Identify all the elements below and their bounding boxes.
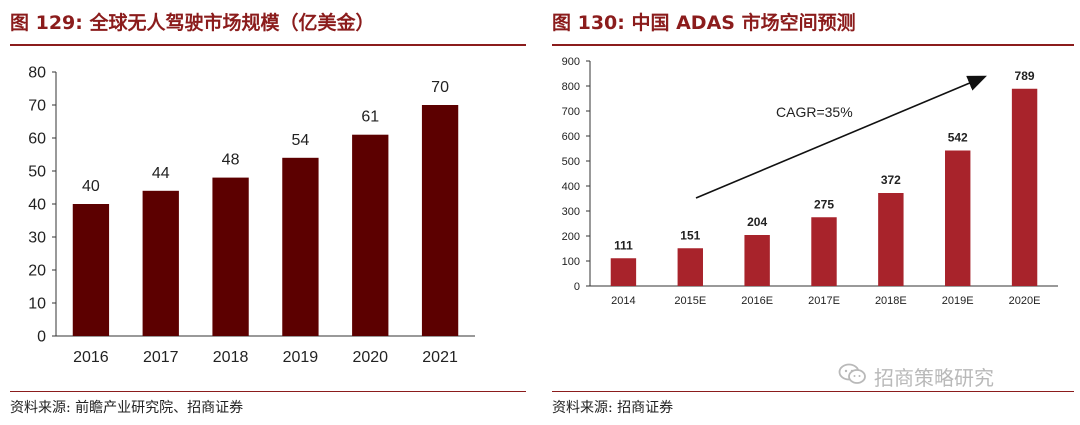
bar xyxy=(610,258,637,286)
bar xyxy=(421,105,459,336)
x-tick-label: 2020 xyxy=(352,349,388,366)
bar xyxy=(142,190,179,336)
left-source-note: 资料来源: 前瞻产业研究院、招商证券 xyxy=(10,400,244,416)
x-tick-label: 2018E xyxy=(875,295,907,307)
watermark-text: 招商策略研究 xyxy=(874,366,994,390)
cagr-trend-arrow xyxy=(695,75,987,199)
wechat-icon xyxy=(838,363,868,390)
data-label: 204 xyxy=(747,215,767,229)
x-tick-label: 2017E xyxy=(808,295,840,307)
data-label: 372 xyxy=(881,173,901,187)
x-tick-label: 2021 xyxy=(422,349,458,366)
x-tick-label: 2019E xyxy=(942,295,974,307)
data-label: 70 xyxy=(431,79,449,96)
data-label: 54 xyxy=(292,132,310,149)
x-tick-label: 2014 xyxy=(611,295,635,307)
data-label: 151 xyxy=(680,228,700,242)
right-source-note: 资料来源: 招商证券 xyxy=(552,400,674,416)
y-tick-label: 10 xyxy=(28,296,46,313)
data-label: 44 xyxy=(152,165,170,182)
y-tick-label: 500 xyxy=(562,156,580,168)
left-chart-panel: 图 129: 全球无人驾驶市场规模（亿美金） 0 10 20 30 40 50 60 70 80… xyxy=(0,0,530,425)
bar xyxy=(1011,88,1038,286)
bar xyxy=(945,150,971,286)
data-label: 542 xyxy=(948,131,968,145)
y-tick-label: 50 xyxy=(28,164,46,181)
bar xyxy=(744,235,770,286)
x-tick-label: 2018 xyxy=(213,349,249,366)
y-tick-label: 40 xyxy=(28,197,46,214)
right-chart-title: 图 130: 中国 ADAS 市场空间预测 xyxy=(552,12,856,34)
y-tick-label: 70 xyxy=(28,98,46,115)
right-bar-chart: 0 100 200 300 400 500 600 700 800 900 111 2014 151 20… xyxy=(562,56,1058,307)
y-tick-label: 800 xyxy=(562,81,580,93)
x-tick-label: 2016E xyxy=(741,295,773,307)
y-tick-label: 30 xyxy=(28,230,46,247)
y-tick-label: 700 xyxy=(562,106,580,118)
left-source-rule xyxy=(10,391,526,392)
x-tick-label: 2015E xyxy=(674,295,706,307)
left-chart-title: 图 129: 全球无人驾驶市场规模（亿美金） xyxy=(10,12,375,34)
x-tick-label: 2016 xyxy=(73,349,109,366)
x-tick-label: 2019 xyxy=(283,349,319,366)
y-tick-label: 60 xyxy=(28,131,46,148)
bar xyxy=(878,193,904,286)
y-tick-label: 0 xyxy=(37,329,46,346)
bar xyxy=(72,204,110,336)
x-tick-label: 2017 xyxy=(143,349,179,366)
cagr-annotation: CAGR=35% xyxy=(776,104,853,120)
bar xyxy=(677,248,703,286)
bar xyxy=(212,177,249,336)
bar xyxy=(811,217,837,286)
data-label: 275 xyxy=(814,197,834,211)
data-label: 111 xyxy=(614,238,633,252)
y-tick-label: 0 xyxy=(574,281,580,293)
y-tick-label: 100 xyxy=(562,256,580,268)
watermark: 招商策略研究 xyxy=(838,362,994,391)
data-label: 48 xyxy=(222,152,240,169)
y-tick-label: 900 xyxy=(562,56,580,68)
y-tick-label: 600 xyxy=(562,131,580,143)
data-label: 789 xyxy=(1015,69,1035,83)
right-source-rule xyxy=(552,391,1074,392)
bar xyxy=(282,157,319,336)
y-tick-label: 400 xyxy=(562,181,580,193)
right-chart-panel: 图 130: 中国 ADAS 市场空间预测 0 100 200 300 400 500 60… xyxy=(548,0,1078,425)
data-label: 61 xyxy=(361,109,379,126)
y-tick-label: 20 xyxy=(28,263,46,280)
left-bar-chart: 0 10 20 30 40 50 60 70 80 40 2016 44 2017 48 2018 54 201… xyxy=(28,65,475,366)
left-title-rule xyxy=(10,44,526,46)
right-title-rule xyxy=(552,44,1074,46)
y-tick-label: 200 xyxy=(562,231,580,243)
data-label: 40 xyxy=(82,178,100,195)
y-tick-label: 80 xyxy=(28,65,46,82)
bar xyxy=(352,134,389,336)
x-tick-label: 2020E xyxy=(1009,295,1041,307)
y-tick-label: 300 xyxy=(562,206,580,218)
